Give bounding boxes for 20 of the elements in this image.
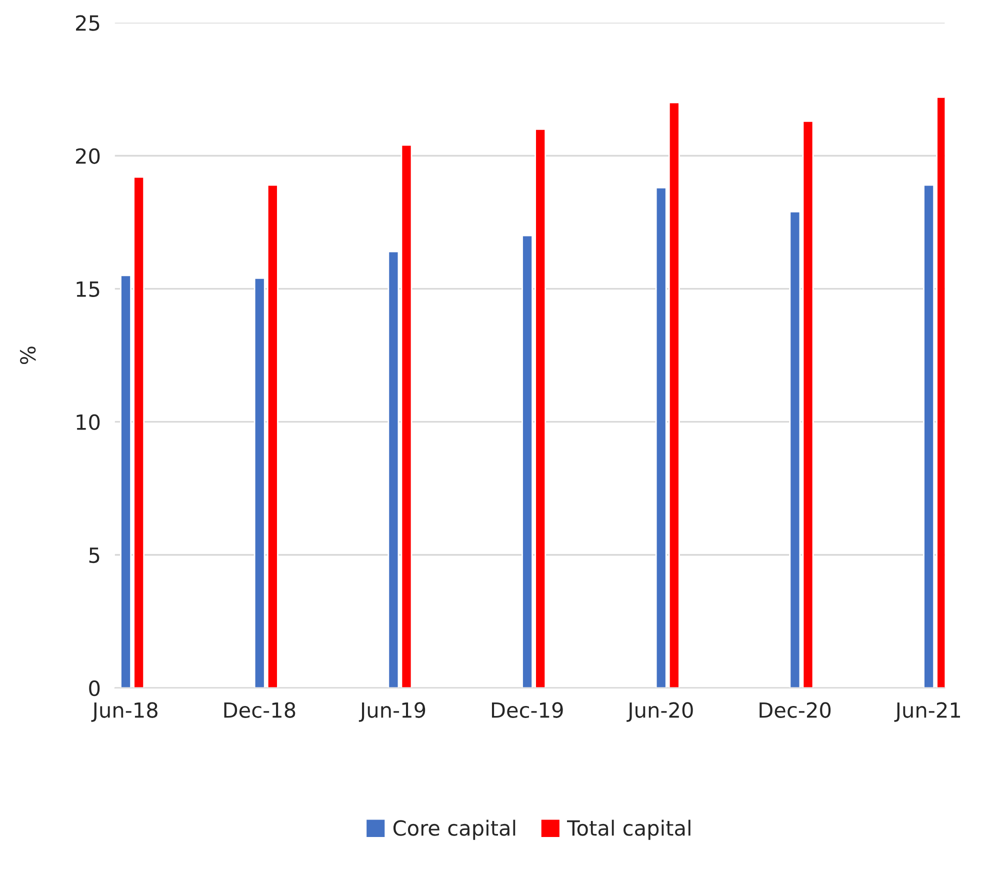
x-tick-label: Dec-18 — [224, 702, 296, 718]
bar — [400, 144, 412, 688]
y-tick-label: 15 — [76, 282, 100, 297]
x-tick-label: Jun-19 — [358, 702, 426, 722]
y-tick-label: 25 — [76, 15, 100, 31]
x-tick-label: Jun-18 — [91, 702, 158, 722]
x-tick-label: Jun-21 — [894, 702, 960, 722]
y-tick-label: 5 — [89, 548, 100, 564]
y-tick-label: 10 — [76, 414, 100, 430]
x-tick-label: Dec-20 — [760, 702, 831, 718]
y-axis-title: % — [20, 346, 36, 364]
bar — [789, 210, 801, 688]
bar — [802, 120, 814, 688]
y-tick-label: 0 — [89, 680, 100, 696]
legend-label: Total capital — [567, 820, 690, 840]
legend-label: Core capital — [393, 820, 516, 840]
x-tick-label: Dec-19 — [492, 702, 563, 718]
x-tick-label: Jun-20 — [626, 702, 693, 722]
y-tick-label: 20 — [76, 148, 100, 164]
bar — [388, 250, 400, 688]
